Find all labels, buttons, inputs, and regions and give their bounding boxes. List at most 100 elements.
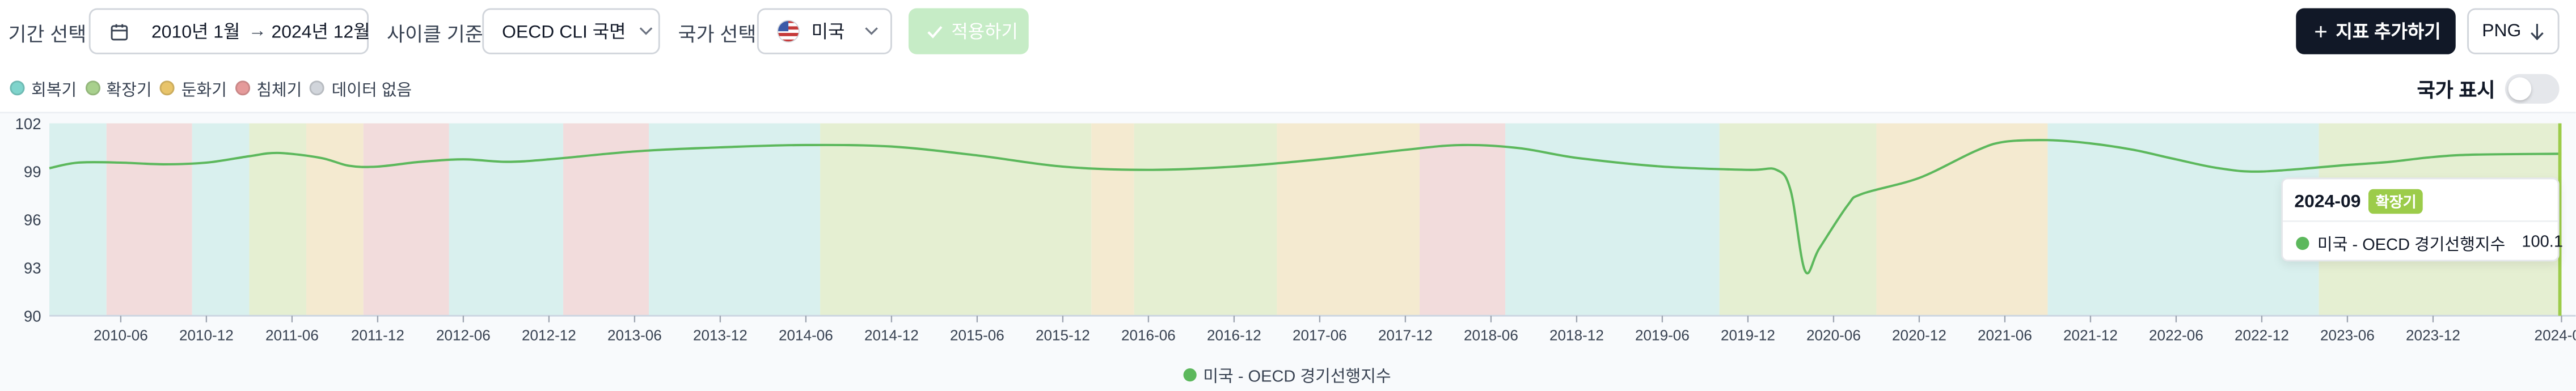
- y-tick-label: 99: [24, 163, 41, 181]
- apply-label: 적용하기: [951, 23, 1018, 43]
- phase-legend-label: 확장기: [106, 81, 152, 100]
- download-arrow-icon: [2529, 22, 2544, 40]
- phase-legend-label: 회복기: [31, 81, 77, 100]
- plus-icon: +: [2314, 18, 2328, 45]
- phase-band: [1420, 123, 1506, 316]
- phase-band: [449, 123, 564, 316]
- arrow-right-icon: →: [248, 21, 267, 41]
- country-value: 미국: [811, 23, 845, 43]
- x-tick-label: 2019-06: [1635, 327, 1690, 344]
- phase-dot-icon: [310, 79, 325, 95]
- phase-legend-item[interactable]: 데이터 없음: [310, 75, 412, 100]
- phase-dot-icon: [160, 79, 175, 95]
- tooltip-value: 100.1: [2522, 233, 2564, 252]
- phase-band: [1876, 123, 2048, 316]
- x-tick-label: 2024-09: [2535, 327, 2576, 344]
- x-tick-label: 2022-12: [2235, 327, 2289, 344]
- add-indicator-label: 지표 추가하기: [2336, 23, 2441, 43]
- calendar-icon: [110, 22, 128, 40]
- chevron-down-icon: [864, 26, 879, 36]
- y-tick-label: 96: [24, 211, 41, 229]
- phase-legend: 회복기 확장기 둔화기 침체기 데이터 없음: [10, 75, 420, 100]
- check-icon: [927, 24, 943, 39]
- cli-line-chart[interactable]: 90 93 96 99 102 2010-06 2010-12 2011-06 2011-12 2…: [0, 113, 2576, 391]
- phase-band: [820, 123, 1092, 316]
- series-line: [49, 139, 2562, 275]
- x-tick-label: 2016-12: [1207, 327, 1261, 344]
- phase-band: [1277, 123, 1420, 316]
- png-export-button[interactable]: PNG: [2467, 8, 2560, 54]
- cycle-value: OECD CLI 국면: [502, 23, 626, 43]
- phase-legend-item[interactable]: 회복기: [10, 75, 77, 100]
- phase-dot-icon: [235, 79, 250, 95]
- x-tick-label: 2023-06: [2320, 327, 2375, 344]
- phase-band: [1091, 123, 1134, 316]
- x-tick-label: 2014-06: [779, 327, 833, 344]
- x-tick-label: 2015-12: [1036, 327, 1090, 344]
- x-tick-label: 2017-12: [1378, 327, 1433, 344]
- phase-band: [106, 123, 192, 316]
- x-tick-label: 2022-06: [2149, 327, 2203, 344]
- period-end: 2024년 12월: [271, 23, 370, 43]
- phase-band: [563, 123, 649, 316]
- tooltip-header: 2024-09 확장기: [2294, 189, 2423, 214]
- tooltip-phase-badge: 확장기: [2369, 189, 2423, 214]
- toggle-switch[interactable]: [2505, 74, 2560, 104]
- x-tick-label: 2017-06: [1293, 327, 1347, 344]
- x-tick-label: 2010-06: [94, 327, 148, 344]
- phase-dot-icon: [85, 79, 100, 95]
- chart-tooltip: 2024-09 확장기 미국 - OECD 경기선행지수 100.1: [2281, 177, 2563, 262]
- x-tick-label: 2018-12: [1549, 327, 1604, 344]
- tooltip-series-name: 미국 - OECD 경기선행지수: [2317, 236, 2506, 255]
- phase-band: [192, 123, 250, 316]
- phase-band: [363, 123, 449, 316]
- phase-legend-item[interactable]: 둔화기: [160, 75, 227, 100]
- series-dot-icon: [2296, 236, 2309, 249]
- phase-band: [1505, 123, 1720, 316]
- phase-dot-icon: [10, 79, 25, 95]
- phase-legend-label: 침체기: [256, 81, 302, 100]
- cycle-select[interactable]: OECD CLI 국면: [482, 8, 660, 54]
- x-tick-label: 2019-12: [1721, 327, 1775, 344]
- phase-legend-item[interactable]: 침체기: [235, 75, 302, 100]
- phase-legend-label: 데이터 없음: [331, 81, 412, 100]
- toolbar: 기간 선택 2010년 1월 → 2024년 12월 사이클 기준 OECD C…: [0, 0, 2576, 66]
- phase-band: [1719, 123, 1877, 316]
- x-tick-label: 2015-06: [950, 327, 1004, 344]
- x-tick-label: 2021-12: [2063, 327, 2118, 344]
- phase-band: [1134, 123, 1277, 316]
- cycle-label: 사이클 기준: [386, 23, 483, 46]
- tooltip-divider: [2283, 220, 2558, 222]
- period-label: 기간 선택: [8, 23, 87, 46]
- date-range-picker[interactable]: 2010년 1월 → 2024년 12월: [88, 8, 370, 54]
- country-toggle-label: 국가 표시: [2417, 78, 2495, 101]
- tooltip-date: 2024-09: [2294, 192, 2361, 211]
- x-tick-label: 2014-12: [864, 327, 919, 344]
- period-start: 2010년 1월: [151, 23, 240, 43]
- x-tick-label: 2013-06: [607, 327, 662, 344]
- phase-legend-label: 둔화기: [181, 81, 227, 100]
- y-tick-label: 93: [24, 259, 41, 277]
- country-select[interactable]: 미국: [757, 8, 892, 54]
- us-flag-icon: [777, 20, 800, 43]
- x-tick-label: 2012-06: [436, 327, 491, 344]
- phase-legend-item[interactable]: 확장기: [85, 75, 152, 100]
- x-tick-label: 2013-12: [693, 327, 748, 344]
- x-tick-label: 2021-06: [1978, 327, 2032, 344]
- apply-button[interactable]: 적용하기: [908, 8, 1029, 54]
- x-tick-label: 2020-06: [1806, 327, 1861, 344]
- country-toggle[interactable]: 국가 표시: [2417, 74, 2560, 104]
- x-tick-label: 2023-12: [2406, 327, 2460, 344]
- x-tick-label: 2011-06: [265, 327, 319, 344]
- country-label: 국가 선택: [678, 23, 757, 46]
- phase-band: [306, 123, 364, 316]
- divider: [0, 112, 2576, 114]
- y-tick-label: 102: [15, 115, 41, 133]
- phase-band: [2047, 123, 2319, 316]
- chevron-down-icon: [639, 26, 654, 36]
- series-legend-label: 미국 - OECD 경기선행지수: [1203, 368, 1391, 386]
- png-label: PNG: [2482, 21, 2522, 41]
- add-indicator-button[interactable]: + 지표 추가하기: [2296, 8, 2456, 54]
- series-legend[interactable]: 미국 - OECD 경기선행지수: [1183, 362, 1391, 386]
